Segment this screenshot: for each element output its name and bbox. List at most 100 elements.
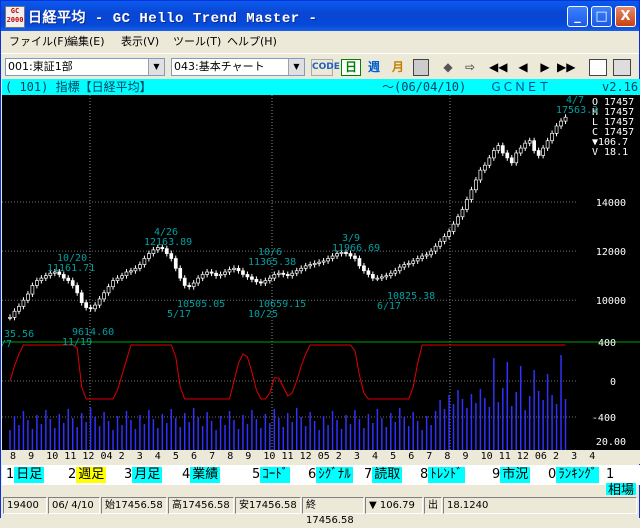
- annotation-label: 35.56: [4, 329, 34, 340]
- month-tick: 3: [571, 451, 578, 462]
- fkey-number: 0: [548, 467, 557, 482]
- fkey-1[interactable]: 1 日足: [6, 467, 45, 483]
- fkey-label: ﾄﾚﾝﾄﾞ: [428, 467, 465, 483]
- month-tick: 6: [191, 451, 198, 462]
- fkey-8[interactable]: 8 ﾄﾚﾝﾄﾞ: [420, 467, 465, 483]
- candle-body: [276, 272, 281, 275]
- fkey-number: 1: [606, 467, 615, 482]
- ohlc-l: L 17457: [592, 117, 634, 128]
- fkey-6[interactable]: 6 ｼｸﾞﾅﾙ: [308, 467, 353, 483]
- chevron-down-icon[interactable]: ▼: [148, 59, 164, 75]
- candle-body: [30, 285, 35, 295]
- market-select[interactable]: 001:東証1部 ▼: [5, 58, 165, 76]
- status-high: 高17456.58: [168, 497, 234, 514]
- fast-rewind-icon[interactable]: ◀◀: [489, 60, 508, 74]
- ohlc-o: O 17457: [592, 97, 634, 108]
- fkey-5[interactable]: 5 ｺｰﾄﾞ: [252, 467, 291, 483]
- month-tick: 11: [498, 451, 511, 462]
- month-tick: 10: [263, 451, 276, 462]
- fast-forward-icon[interactable]: ▶▶: [557, 60, 576, 74]
- step-back-icon[interactable]: ◀: [518, 60, 528, 74]
- candle-body: [491, 150, 496, 159]
- month-tick: 05: [317, 451, 330, 462]
- fkey-number: 7: [364, 467, 373, 482]
- candle-body: [371, 274, 375, 279]
- status-close: 終17456.58: [302, 497, 364, 526]
- close-button[interactable]: X: [615, 6, 636, 27]
- arrow-right-icon[interactable]: ⇨: [464, 60, 476, 74]
- exit-icon[interactable]: [613, 59, 631, 76]
- candle-body: [509, 157, 514, 164]
- candle-body: [209, 271, 214, 274]
- candle-body: [66, 277, 71, 281]
- fkey-number: 2: [68, 467, 77, 482]
- month-tick: 4: [372, 451, 379, 462]
- fkey-3[interactable]: 3 月足: [124, 467, 163, 483]
- candle-body: [48, 272, 53, 277]
- candle-body: [505, 152, 510, 159]
- fkey-10[interactable]: 0 ﾗﾝｷﾝｸﾞ: [548, 467, 600, 483]
- arrow-left-icon[interactable]: ◆: [443, 60, 453, 74]
- candle-body: [70, 280, 75, 286]
- candle-body: [388, 272, 393, 277]
- candle-body: [155, 247, 160, 251]
- candle-body: [52, 271, 57, 274]
- candle-body: [124, 271, 129, 277]
- app-icon[interactable]: GC 2000: [5, 6, 25, 28]
- minimize-button[interactable]: _: [567, 6, 588, 27]
- menu-edit[interactable]: 編集(E): [67, 35, 105, 48]
- candle-body: [541, 147, 545, 156]
- chart-area[interactable]: 14000 12000 10000 400 0 -400 20.00 O 17457 H 174…: [2, 79, 640, 464]
- candle-body: [483, 164, 487, 171]
- status-vol-label: 出: [424, 497, 442, 514]
- fkey-label: 読取: [372, 467, 403, 483]
- menu-file[interactable]: ファイル(F): [9, 35, 68, 48]
- candle-body: [115, 277, 120, 281]
- annotation-value: 5/17: [167, 309, 191, 320]
- osc-tick-label: 0: [610, 377, 616, 388]
- fkey-7[interactable]: 7 読取: [364, 467, 403, 483]
- menu-view[interactable]: 表示(V): [121, 35, 160, 48]
- candle-body: [330, 255, 335, 259]
- osc-tick-label: 400: [598, 338, 616, 349]
- annotation-label: 10/20: [57, 253, 87, 264]
- candle-body: [84, 302, 89, 308]
- menu-help[interactable]: ヘルプ(H): [227, 35, 277, 48]
- screen-icon[interactable]: [589, 59, 607, 76]
- code-button[interactable]: CODE: [311, 59, 340, 76]
- candle-body: [39, 277, 44, 281]
- candle-body: [433, 245, 438, 252]
- header-date: ～(06/04/10): [382, 80, 467, 94]
- candle-body: [344, 252, 348, 254]
- daily-button[interactable]: 日: [341, 59, 361, 76]
- fkey-9[interactable]: 9 市況: [492, 467, 531, 483]
- candle-body: [79, 292, 84, 303]
- chevron-down-icon[interactable]: ▼: [288, 59, 304, 75]
- y-tick-label: 12000: [596, 247, 626, 258]
- y-tick-label: 14000: [596, 198, 626, 209]
- candle-body: [312, 263, 317, 265]
- monthly-button[interactable]: 月: [391, 60, 404, 74]
- candle-body: [478, 169, 483, 181]
- title-bar[interactable]: GC 2000 日経平均 - GC Hello Trend Master - _ …: [1, 1, 639, 31]
- annotation-value: 8/7: [2, 339, 12, 350]
- step-forward-icon[interactable]: ▶: [540, 60, 550, 74]
- candle-body: [12, 310, 17, 318]
- header-brand: ＧＣＮＥＴ: [490, 80, 551, 94]
- month-tick: 8: [444, 451, 451, 462]
- candle-body: [232, 267, 236, 270]
- fkey-4[interactable]: 4 業績: [182, 467, 221, 483]
- chart-type-select[interactable]: 043:基本チャート ▼: [171, 58, 305, 76]
- calculator-icon[interactable]: [413, 59, 429, 76]
- candle-body: [57, 271, 62, 275]
- annotation-value: 6/17: [377, 301, 401, 312]
- candle-body: [518, 147, 523, 154]
- month-tick: 10: [480, 451, 493, 462]
- menu-tools[interactable]: ツール(T): [173, 35, 222, 48]
- maximize-button[interactable]: □: [591, 6, 612, 27]
- annotation-label: 4/26: [154, 227, 178, 238]
- fkey-11[interactable]: 1相場: [606, 467, 640, 499]
- fkey-2[interactable]: 2 週足: [68, 467, 107, 483]
- weekly-button[interactable]: 週: [367, 60, 380, 74]
- candle-body: [250, 276, 254, 280]
